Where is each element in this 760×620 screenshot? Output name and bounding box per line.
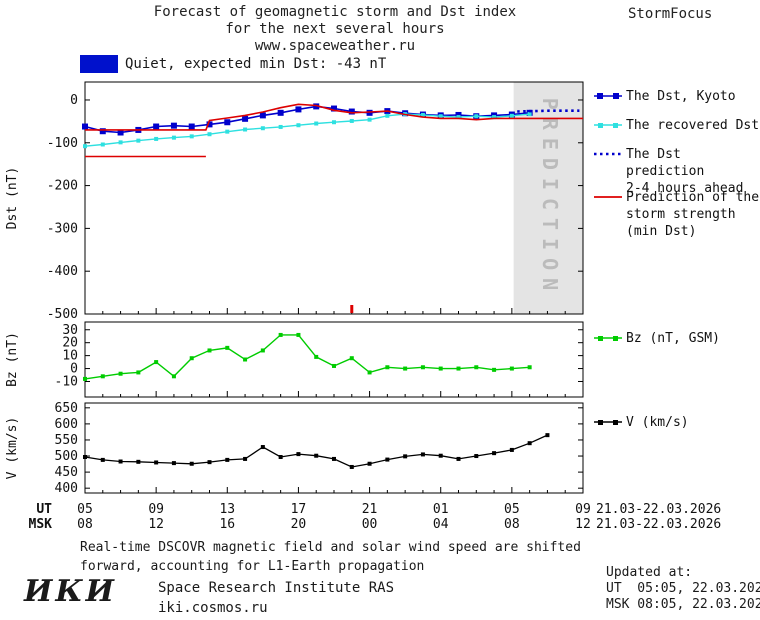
dst-prediction-legend-marker-icon (594, 152, 622, 156)
svg-text:-100: -100 (47, 136, 78, 151)
storm-status-row: Quiet, expected min Dst: -43 nT (80, 55, 386, 73)
y-axis-title-bz: Bz (nT) (5, 332, 20, 387)
page-header: Forecast of geomagnetic storm and Dst in… (60, 4, 610, 55)
title-line-2: for the next several hours (225, 21, 445, 37)
status-level-swatch (80, 55, 118, 73)
updated-msk: MSK 08:05, 22.03.2026 (606, 597, 760, 612)
site-url: www.spaceweather.ru (254, 38, 416, 54)
panel-frame-bz (84, 321, 584, 398)
legend-label-storm-3: (min Dst) (626, 224, 697, 239)
footnote-line-1: Real-time DSCOVR magnetic field and sola… (80, 540, 581, 555)
dst-kyoto-legend-marker-icon (594, 93, 622, 99)
svg-text:550: 550 (55, 433, 78, 448)
legend-label-recovered: The recovered Dst (626, 118, 760, 133)
updated-ut: UT 05:05, 22.03.2026 (606, 581, 760, 596)
svg-text:12: 12 (575, 517, 591, 532)
y-axis-title-v: V (km/s) (5, 417, 20, 480)
series-bz-0 (84, 334, 530, 380)
v-legend-marker-icon (594, 420, 622, 425)
status-swatch-rect (80, 55, 118, 73)
legend-item-dst-kyoto: The Dst, Kyoto (594, 88, 736, 105)
svg-text:450: 450 (55, 465, 78, 480)
svg-text:21: 21 (362, 502, 378, 517)
institute-url: iki.cosmos.ru (158, 600, 268, 616)
svg-text:0: 0 (70, 362, 78, 377)
svg-text:-500: -500 (47, 307, 78, 322)
legend-item-prediction: The Dst prediction 2-4 hours ahead (594, 146, 760, 197)
legend-item-bz: Bz (nT, GSM) (594, 330, 720, 347)
legend-square (598, 123, 603, 128)
svg-text:600: 600 (55, 417, 78, 432)
prediction-band-label: PREDICTION (538, 98, 562, 298)
svg-text:-200: -200 (47, 179, 78, 194)
svg-text:16: 16 (219, 517, 235, 532)
legend-square (613, 123, 618, 128)
svg-text:17: 17 (291, 502, 307, 517)
bz-legend-marker-icon (594, 336, 622, 341)
status-text: Quiet, expected min Dst: -43 nT (125, 56, 387, 72)
svg-text:0: 0 (70, 93, 78, 108)
panel-frame-v (84, 402, 584, 494)
footnote: Real-time DSCOVR magnetic field and sola… (80, 538, 581, 576)
svg-text:08: 08 (77, 517, 93, 532)
svg-text:05: 05 (504, 502, 520, 517)
svg-text:05: 05 (77, 502, 93, 517)
legend-item-v: V (km/s) (594, 414, 689, 431)
updated-block: Updated at: UT 05:05, 22.03.2026 MSK 08:… (606, 565, 760, 613)
recovered-dst-legend-marker-icon (594, 123, 622, 128)
svg-text:12: 12 (148, 517, 164, 532)
svg-text:13: 13 (219, 502, 235, 517)
msk-row-label: MSK (29, 517, 53, 532)
svg-text:09: 09 (575, 502, 591, 517)
series-dst-3 (85, 103, 583, 131)
legend-square (613, 336, 618, 341)
svg-text:20: 20 (291, 517, 307, 532)
svg-text:30: 30 (62, 323, 78, 338)
legend-label-storm-1: Prediction of the (626, 190, 760, 205)
series-dst-2 (517, 109, 580, 113)
svg-text:-400: -400 (47, 264, 78, 279)
svg-text:09: 09 (148, 502, 164, 517)
storm-strength-legend-marker-icon (594, 196, 622, 198)
svg-text:10: 10 (62, 349, 78, 364)
svg-text:04: 04 (433, 517, 449, 532)
svg-text:20: 20 (62, 336, 78, 351)
prediction-band (513, 82, 583, 314)
legend-label-storm-2: storm strength (626, 207, 736, 222)
institute-name: Space Research Institute RAS (158, 580, 395, 596)
series-dst-1 (84, 113, 530, 147)
iki-logo: ИКИ (24, 574, 117, 609)
svg-text:00: 00 (362, 517, 378, 532)
legend-label-v: V (km/s) (626, 415, 689, 430)
ut-row-label: UT (36, 502, 52, 517)
svg-text:400: 400 (55, 481, 78, 496)
footnote-line-2: forward, accounting for L1-Earth propaga… (80, 559, 425, 574)
svg-text:08: 08 (504, 517, 520, 532)
legend-item-storm-strength: Prediction of the storm strength (min Ds… (594, 189, 759, 240)
legend-square (613, 93, 619, 99)
legend-label-bz: Bz (nT, GSM) (626, 331, 720, 346)
panel-frame-dst (84, 81, 584, 315)
legend-label-dst-kyoto: The Dst, Kyoto (626, 89, 736, 104)
brand-label: StormFocus (628, 6, 713, 22)
legend-square (613, 420, 618, 425)
svg-text:-300: -300 (47, 221, 78, 236)
svg-text:-10: -10 (55, 374, 78, 389)
legend-square (598, 420, 603, 425)
svg-text:650: 650 (55, 401, 78, 416)
title-line-1: Forecast of geomagnetic storm and Dst in… (153, 4, 517, 20)
svg-text:500: 500 (55, 449, 78, 464)
y-axis-title-dst: Dst (nT) (5, 167, 20, 230)
legend-label-prediction-1: The Dst prediction (626, 147, 705, 179)
legend-label-prediction-2: 2-4 hours ahead (626, 181, 744, 196)
legend-square (598, 336, 603, 341)
legend-item-recovered: The recovered Dst (594, 117, 759, 134)
legend-square (597, 93, 603, 99)
svg-text:01: 01 (433, 502, 449, 517)
updated-title: Updated at: (606, 565, 693, 580)
msk-date-range: 21.03-22.03.2026 (596, 517, 721, 532)
ut-date-range: 21.03-22.03.2026 (596, 502, 721, 517)
